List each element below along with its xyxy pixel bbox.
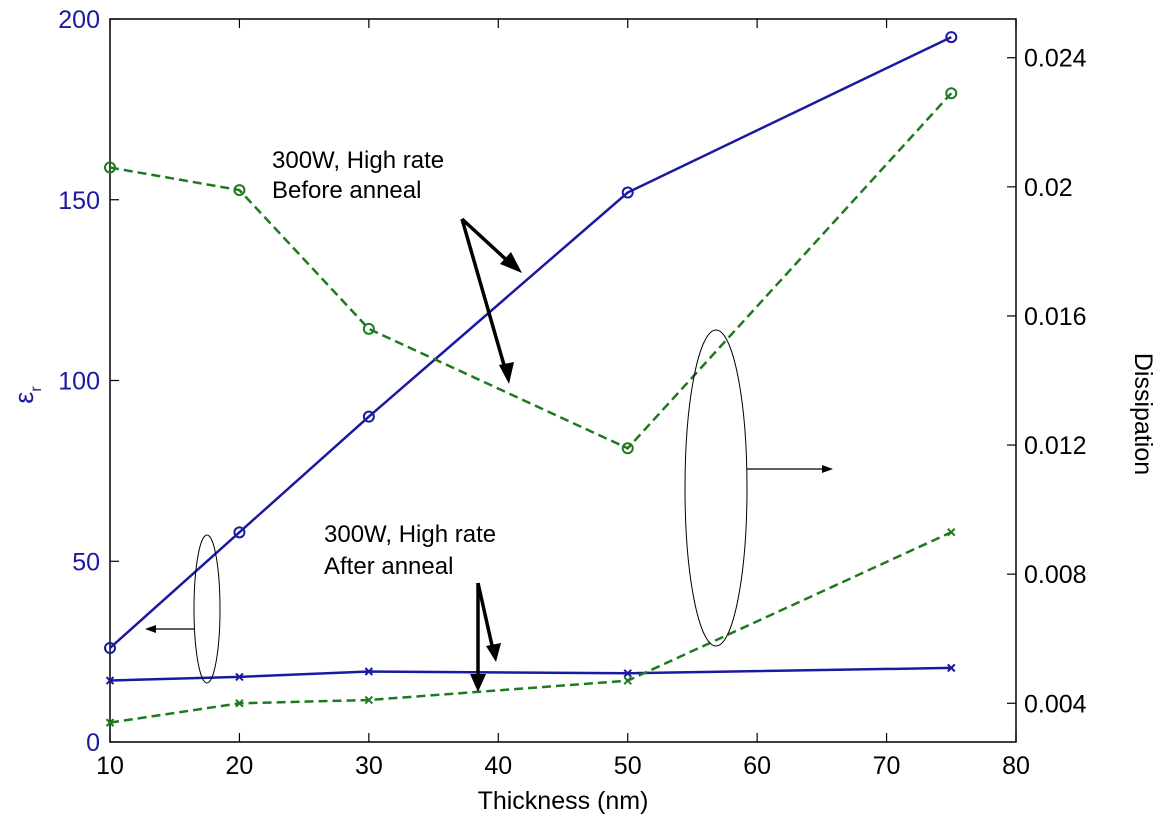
x-axis-title: Thickness (nm) <box>478 787 649 815</box>
right-axis-title: Dissipation <box>1129 353 1157 475</box>
x-marker-stroke <box>364 695 374 705</box>
y-right-tick-label: 0.008 <box>1024 561 1087 589</box>
series-0-point <box>945 31 958 44</box>
series-3-point <box>623 676 632 685</box>
y-left-tick-label: 50 <box>72 548 100 576</box>
series-3-line <box>109 531 952 724</box>
series-2-point <box>362 322 375 335</box>
x-marker-stroke <box>623 676 632 685</box>
before-anneal-arrowhead-1 <box>500 252 522 273</box>
x-marker-stroke <box>623 669 632 678</box>
series-0-point <box>104 642 116 655</box>
before-anneal-arrowhead-2 <box>499 362 514 384</box>
x-tick-label: 40 <box>484 752 512 780</box>
y-right-tick-label: 0.016 <box>1024 303 1087 331</box>
series-3-point <box>364 695 374 705</box>
left-axis-title-sub: r <box>28 386 45 392</box>
series-1-point <box>623 669 632 678</box>
left-axis-callout-arrowhead <box>145 625 156 633</box>
x-tick-label: 50 <box>614 752 642 780</box>
annotation-shapes <box>145 329 833 684</box>
after-anneal-arrow-2 <box>476 582 495 651</box>
y-left-tick-label: 150 <box>58 187 100 215</box>
left-axis-title-main: ε <box>9 392 39 404</box>
y-left-tick-label: 100 <box>58 368 100 396</box>
x-tick-label: 10 <box>96 752 124 780</box>
series-2-point <box>945 87 958 100</box>
series-1-point <box>947 663 956 673</box>
series-2-line <box>109 92 953 450</box>
series-3-point <box>105 718 115 727</box>
y-left-tick-label: 0 <box>86 729 100 757</box>
series-1-point <box>364 667 374 676</box>
y-right-tick-label: 0.012 <box>1024 432 1087 460</box>
series-layer <box>104 31 958 727</box>
series-1-point <box>235 672 244 682</box>
x-tick-label: 30 <box>355 752 383 780</box>
x-marker-stroke <box>235 699 244 708</box>
x-marker-stroke <box>947 663 956 673</box>
plot-frame <box>109 18 1017 743</box>
after-anneal-arrowhead-1 <box>470 674 486 692</box>
left-axis-title: εr <box>9 386 45 404</box>
y-left-tick-label: 200 <box>58 6 100 34</box>
right-axis-callout-ellipse <box>684 329 748 647</box>
before-anneal-arrow-1 <box>460 217 514 267</box>
series-0-line <box>109 35 952 649</box>
x-tick-label: 80 <box>1002 752 1030 780</box>
y-right-tick-label: 0.02 <box>1024 174 1073 202</box>
series-2-point <box>104 161 116 174</box>
y-right-tick-label: 0.024 <box>1024 45 1087 73</box>
series-0-point <box>362 410 375 423</box>
x-tick-label: 60 <box>743 752 771 780</box>
series-2-point <box>233 184 246 197</box>
series-0-point <box>621 186 634 199</box>
x-tick-label: 70 <box>873 752 901 780</box>
before-anneal-arrow-2 <box>460 218 508 373</box>
annotation-arrows <box>460 217 522 692</box>
after-anneal-arrowhead-2 <box>486 643 501 662</box>
series-3-point <box>235 699 244 708</box>
x-marker-stroke <box>947 527 956 537</box>
before-anneal-label-line1: 300W, High rate <box>272 147 444 174</box>
x-marker-stroke <box>105 676 115 685</box>
x-marker-stroke <box>235 672 244 682</box>
after-anneal-label-line2: After anneal <box>324 553 453 580</box>
before-anneal-label-line2: Before anneal <box>272 177 421 204</box>
left-axis-callout-ellipse <box>193 534 221 684</box>
right-axis-callout-arrowhead <box>822 465 833 473</box>
series-2-point <box>621 442 634 455</box>
after-anneal-label-line1: 300W, High rate <box>324 521 496 548</box>
series-0-point <box>233 526 246 539</box>
series-1-point <box>105 676 115 685</box>
x-tick-label: 20 <box>226 752 254 780</box>
x-marker-stroke <box>105 718 115 727</box>
tick-layer: 10 20 30 40 50 60 70 80 0 50 100 150 200 0.004 0.008 0.… <box>58 6 1086 780</box>
series-3-point <box>947 527 956 537</box>
y-right-tick-label: 0.004 <box>1024 690 1087 718</box>
x-marker-stroke <box>364 667 374 676</box>
